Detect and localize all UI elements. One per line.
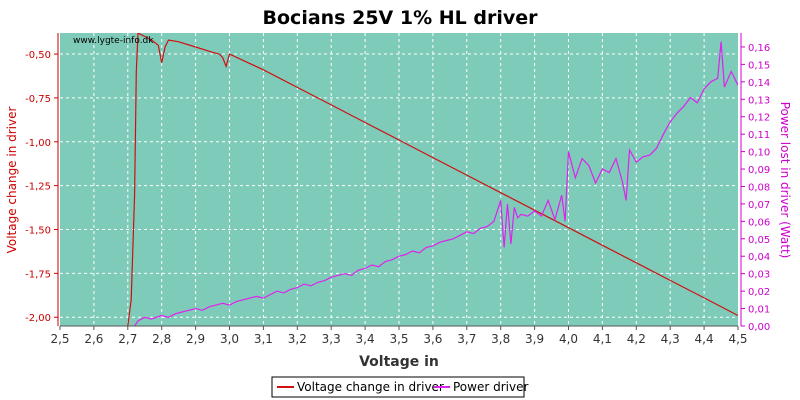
- x-tick-label: 3,8: [491, 332, 510, 346]
- series-layer: [127, 33, 738, 326]
- x-ticks: 2,5 2,6 2,7 2,8 2,9 3,0 3,1 3,2 3,3 3,4 3,5 3,6 3,7 3…: [50, 326, 748, 346]
- y-right-tick-label: 0,12: [748, 113, 770, 124]
- y-right-tick-label: 0,10: [748, 148, 770, 159]
- legend-label-power: Power driver: [453, 380, 528, 394]
- x-tick-label: 3,3: [322, 332, 341, 346]
- y-right-tick-label: 0,02: [748, 287, 770, 298]
- series-power-driver: [134, 41, 738, 326]
- x-tick-label: 3,4: [356, 332, 375, 346]
- y-left-tick-label: -1,00: [25, 138, 51, 149]
- series-voltage-change: [127, 33, 738, 326]
- x-tick-label: 2,5: [50, 332, 69, 346]
- x-tick-label: 3,1: [254, 332, 273, 346]
- y-left-tick-label: -0,75: [25, 94, 51, 105]
- x-tick-label: 4,2: [627, 332, 646, 346]
- y-right-tick-label: 0,03: [748, 270, 770, 281]
- y-right-tick-label: 0,06: [748, 217, 770, 228]
- x-axis-label: Voltage in: [359, 354, 439, 370]
- legend-label-voltage: Voltage change in driver: [297, 380, 444, 394]
- x-tick-label: 3,0: [220, 332, 239, 346]
- x-tick-label: 3,5: [389, 332, 408, 346]
- y-right-tick-label: 0,11: [748, 130, 770, 141]
- y-right-tick-label: 0,07: [748, 200, 770, 211]
- legend-box: [271, 376, 525, 398]
- x-tick-label: 3,9: [525, 332, 544, 346]
- x-tick-label: 2,6: [84, 332, 103, 346]
- x-tick-label: 4,3: [661, 332, 680, 346]
- x-tick-label: 2,8: [152, 332, 171, 346]
- y-left-tick-label: -2,00: [25, 313, 51, 324]
- x-tick-label: 4,4: [695, 332, 714, 346]
- y-right-tick-label: 0,05: [748, 235, 770, 246]
- watermark: www.lygte-info.dk: [73, 36, 154, 46]
- x-tick-label: 4,0: [559, 332, 578, 346]
- y-right-axis-label: Power lost in driver (Watt): [778, 102, 792, 259]
- chart-title: Bocians 25V 1% HL driver: [263, 7, 539, 29]
- y-left-ticks: -2,00 -1,75 -1,50 -1,25 -1,00 -0,75 -0,50: [25, 50, 58, 324]
- y-right-tick-label: 0,00: [748, 322, 770, 333]
- y-right-tick-label: 0,04: [748, 252, 770, 263]
- y-left-tick-label: -1,50: [25, 226, 51, 237]
- y-right-tick-label: 0,09: [748, 165, 770, 176]
- y-right-tick-label: 0,14: [748, 78, 770, 89]
- x-tick-label: 4,1: [593, 332, 612, 346]
- grid: [60, 33, 738, 326]
- y-left-axis-label: Voltage change in driver: [5, 107, 19, 254]
- legend: Voltage change in driver Power driver: [271, 376, 528, 398]
- x-tick-label: 3,7: [457, 332, 476, 346]
- y-left-tick-label: -0,50: [25, 50, 51, 61]
- y-left-tick-label: -1,75: [25, 269, 51, 280]
- y-right-tick-label: 0,01: [748, 305, 770, 316]
- x-tick-label: 2,7: [118, 332, 137, 346]
- y-right-tick-label: 0,16: [748, 43, 770, 54]
- x-tick-label: 3,2: [288, 332, 307, 346]
- y-left-tick-label: -1,25: [25, 182, 51, 193]
- x-tick-label: 2,9: [186, 332, 205, 346]
- y-right-ticks: 0,00 0,01 0,02 0,03 0,04 0,05 0,06 0,07 0,08 0,09…: [741, 43, 770, 333]
- y-right-tick-label: 0,13: [748, 95, 770, 106]
- x-tick-label: 3,6: [423, 332, 442, 346]
- y-right-tick-label: 0,15: [748, 60, 770, 71]
- y-right-tick-label: 0,08: [748, 182, 770, 193]
- x-tick-label: 4,5: [728, 332, 747, 346]
